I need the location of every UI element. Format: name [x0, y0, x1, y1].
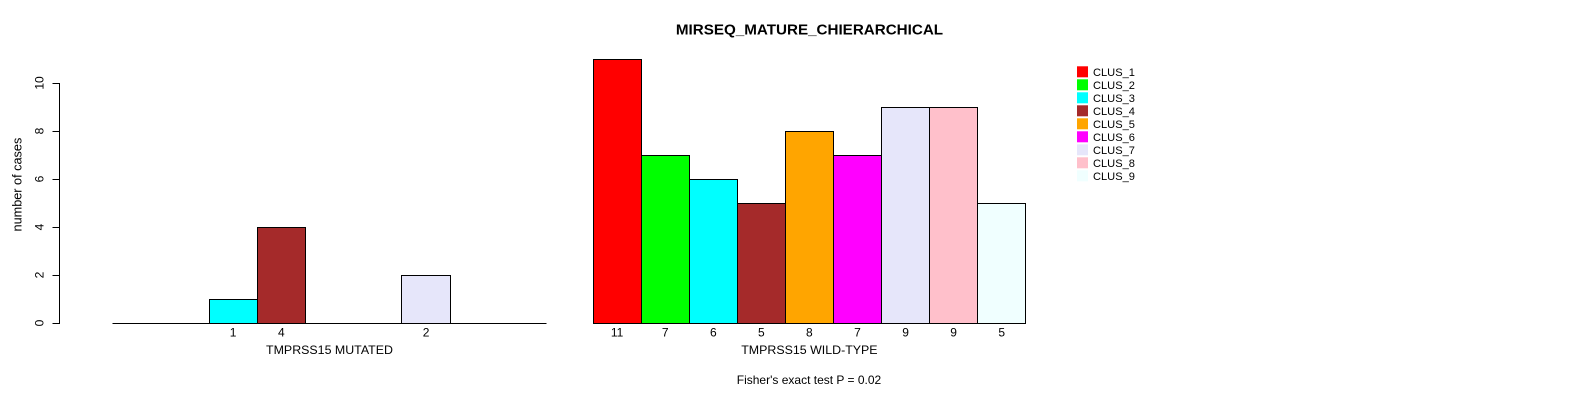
- svg-text:9: 9: [950, 325, 957, 339]
- svg-text:9: 9: [902, 325, 909, 339]
- svg-text:10: 10: [33, 76, 47, 90]
- svg-text:number of cases: number of cases: [11, 138, 25, 232]
- svg-text:CLUS_1: CLUS_1: [1093, 67, 1135, 79]
- svg-text:7: 7: [854, 325, 861, 339]
- svg-text:CLUS_9: CLUS_9: [1093, 171, 1135, 183]
- svg-text:CLUS_3: CLUS_3: [1093, 93, 1135, 105]
- svg-text:TMPRSS15 MUTATED: TMPRSS15 MUTATED: [266, 343, 393, 357]
- svg-text:11: 11: [611, 325, 624, 339]
- svg-text:CLUS_6: CLUS_6: [1093, 132, 1135, 144]
- svg-text:4: 4: [278, 325, 285, 339]
- svg-text:CLUS_7: CLUS_7: [1093, 145, 1135, 157]
- svg-text:MIRSEQ_MATURE_CHIERARCHICAL: MIRSEQ_MATURE_CHIERARCHICAL: [676, 21, 943, 38]
- svg-text:2: 2: [33, 271, 47, 278]
- svg-text:CLUS_8: CLUS_8: [1093, 158, 1135, 170]
- svg-text:1: 1: [230, 325, 237, 339]
- svg-text:CLUS_4: CLUS_4: [1093, 106, 1135, 118]
- svg-text:5: 5: [998, 325, 1005, 339]
- svg-text:CLUS_2: CLUS_2: [1093, 80, 1135, 92]
- svg-text:6: 6: [33, 175, 47, 182]
- svg-text:4: 4: [33, 223, 47, 230]
- svg-text:5: 5: [758, 325, 765, 339]
- svg-text:2: 2: [423, 325, 430, 339]
- svg-text:TMPRSS15 WILD-TYPE: TMPRSS15 WILD-TYPE: [741, 343, 877, 357]
- svg-text:8: 8: [806, 325, 813, 339]
- svg-text:Fisher's exact test P = 0.02: Fisher's exact test P = 0.02: [737, 373, 882, 387]
- svg-text:8: 8: [33, 127, 47, 134]
- svg-text:6: 6: [710, 325, 717, 339]
- svg-text:7: 7: [662, 325, 669, 339]
- svg-text:CLUS_5: CLUS_5: [1093, 119, 1135, 131]
- svg-text:0: 0: [33, 319, 47, 326]
